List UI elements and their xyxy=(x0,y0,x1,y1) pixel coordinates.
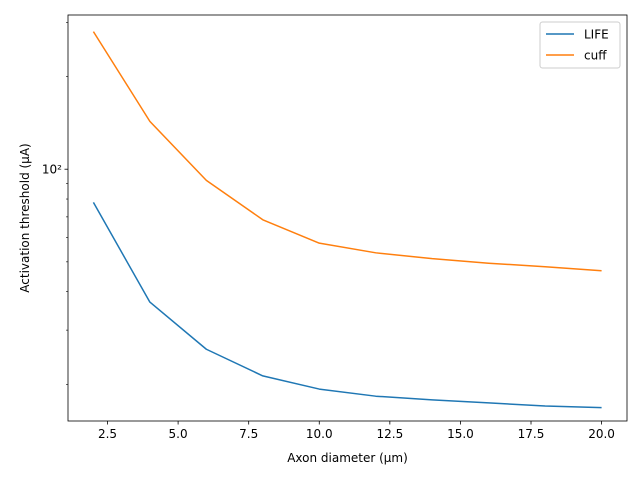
axes-frame xyxy=(67,14,628,422)
legend-label-life: LIFE xyxy=(584,28,609,42)
x-tick-label: 10.0 xyxy=(306,427,333,441)
x-tick-label: 12.5 xyxy=(376,427,403,441)
x-tick-label: 20.0 xyxy=(588,427,615,441)
legend-label-cuff: cuff xyxy=(584,49,607,63)
x-tick-label: 7.5 xyxy=(239,427,258,441)
x-tick-label: 15.0 xyxy=(447,427,474,441)
y-axis: 10² xyxy=(42,22,68,385)
series-line-life xyxy=(92,202,602,409)
x-tick-label: 17.5 xyxy=(518,427,545,441)
x-axis: 2.5 5.0 7.5 10.0 12.5 15.0 17.5 20.0 xyxy=(98,421,615,441)
x-tick-label: 2.5 xyxy=(98,427,117,441)
y-axis-label: Activation threshold (µA) xyxy=(18,143,32,292)
series-line-cuff xyxy=(92,31,602,272)
series-layer xyxy=(92,31,602,409)
legend: LIFE cuff xyxy=(539,21,621,69)
y-tick-label: 10² xyxy=(42,163,62,177)
x-axis-label: Axon diameter (µm) xyxy=(287,451,408,465)
x-tick-label: 5.0 xyxy=(169,427,188,441)
